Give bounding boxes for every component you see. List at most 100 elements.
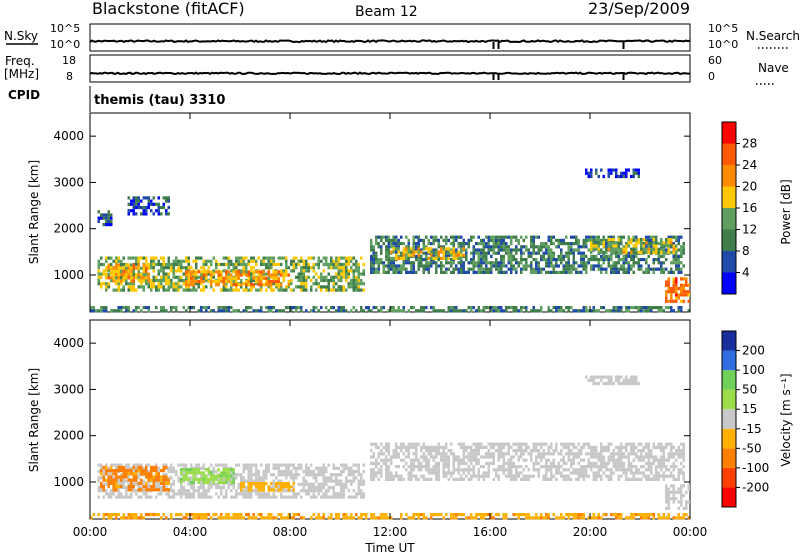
data-cell [388, 446, 391, 449]
data-cell [260, 277, 263, 280]
data-cell [235, 289, 238, 292]
data-cell [680, 261, 683, 264]
data-cell [545, 516, 548, 519]
data-cell [165, 263, 168, 266]
data-cell [280, 470, 283, 473]
data-cell [218, 309, 221, 312]
data-cell [680, 516, 683, 519]
data-cell [140, 488, 143, 491]
data-cell [230, 289, 233, 292]
data-cell [163, 513, 166, 516]
data-cell [115, 276, 118, 279]
data-cell [258, 470, 261, 473]
data-cell [563, 462, 566, 465]
data-cell [305, 285, 308, 288]
data-cell [300, 306, 303, 309]
data-cell [288, 488, 291, 491]
data-cell [223, 481, 226, 484]
data-cell [283, 485, 286, 488]
data-cell [188, 478, 191, 481]
data-cell [568, 264, 571, 267]
data-cell [470, 258, 473, 261]
data-cell [168, 273, 171, 276]
data-cell [400, 475, 403, 478]
data-cell [275, 476, 278, 479]
data-cell [660, 465, 663, 468]
data-cell [573, 258, 576, 261]
data-cell [450, 475, 453, 478]
data-cell [673, 309, 676, 312]
data-cell [643, 455, 646, 458]
data-cell [365, 516, 368, 519]
data-cell [105, 276, 108, 279]
data-cell [223, 468, 226, 471]
data-cell [395, 264, 398, 267]
data-cell [463, 271, 466, 274]
data-cell [155, 469, 158, 472]
data-cell [143, 489, 146, 492]
data-cell [633, 459, 636, 462]
data-cell [285, 485, 288, 488]
data-cell [665, 252, 668, 255]
data-cell [545, 471, 548, 474]
data-cell [335, 282, 338, 285]
data-cell [268, 467, 271, 470]
data-cell [220, 475, 223, 478]
data-cell [648, 248, 651, 251]
data-cell [558, 516, 561, 519]
data-cell [610, 379, 613, 382]
data-cell [350, 480, 353, 483]
data-cell [355, 513, 358, 516]
data-cell [525, 248, 528, 251]
data-cell [155, 263, 158, 266]
data-cell [138, 267, 141, 270]
data-cell [480, 261, 483, 264]
data-cell [370, 475, 373, 478]
data-cell [163, 257, 166, 260]
data-cell [473, 252, 476, 255]
data-cell [633, 443, 636, 446]
data-cell [683, 264, 686, 267]
data-cell [688, 284, 691, 287]
data-cell [260, 492, 263, 495]
data-cell [268, 496, 271, 499]
data-cell [483, 261, 486, 264]
data-cell [173, 467, 176, 470]
data-cell [535, 446, 538, 449]
data-cell [460, 462, 463, 465]
data-cell [273, 483, 276, 486]
data-cell [198, 489, 201, 492]
data-cell [475, 264, 478, 267]
data-cell [483, 478, 486, 481]
data-cell [375, 446, 378, 449]
data-cell [313, 276, 316, 279]
data-cell [450, 443, 453, 446]
data-cell [398, 264, 401, 267]
data-cell [373, 471, 376, 474]
data-cell [610, 443, 613, 446]
data-cell [335, 289, 338, 292]
data-cell [460, 250, 463, 253]
data-cell [145, 475, 148, 478]
data-cell [683, 245, 686, 248]
data-cell [325, 492, 328, 495]
data-cell [670, 297, 673, 300]
data-cell [608, 264, 611, 267]
data-cell [118, 267, 121, 270]
data-cell [683, 449, 686, 452]
data-cell [428, 268, 431, 271]
data-cell [228, 260, 231, 263]
data-cell [428, 257, 431, 260]
data-cell [543, 516, 546, 519]
data-cell [555, 446, 558, 449]
data-cell [123, 289, 126, 292]
data-cell [365, 306, 368, 309]
data-cell [183, 279, 186, 282]
data-cell [553, 465, 556, 468]
data-cell [288, 482, 291, 485]
data-cell [615, 244, 618, 247]
data-cell [340, 306, 343, 309]
data-cell [170, 516, 173, 519]
data-cell [440, 257, 443, 260]
data-cell [438, 478, 441, 481]
